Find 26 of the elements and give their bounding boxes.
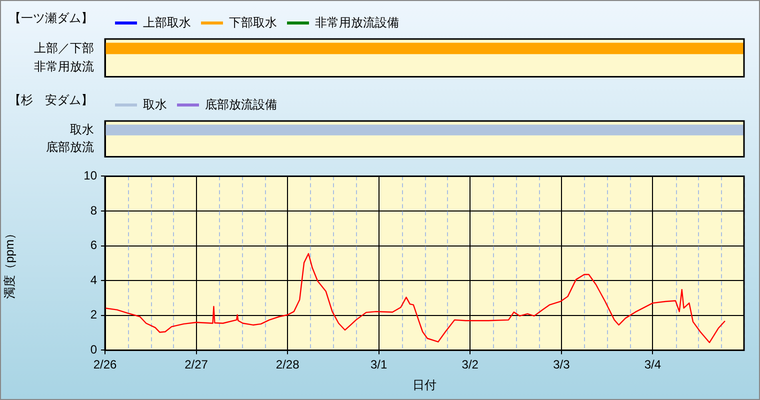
y-tick-label: 底部放流: [46, 140, 94, 154]
x-tick-label: 2/27: [184, 358, 208, 372]
chart-title: 【杉 安ダム】: [9, 92, 93, 109]
chart-title: 【一ツ瀬ダム】: [9, 10, 93, 27]
y-tick-label: 上部／下部: [34, 40, 94, 55]
y-tick-label: 6: [90, 238, 98, 252]
x-tick-label: 2/26: [93, 358, 117, 372]
y-tick-label: 10: [84, 168, 98, 183]
legend-label: 下部取水: [229, 15, 277, 30]
x-tick-label: 3/1: [370, 358, 388, 372]
y-tick-label: 8: [90, 203, 98, 218]
legend-label: 取水: [143, 97, 167, 112]
legend-label: 底部放流設備: [205, 97, 277, 112]
x-tick-label: 2/28: [276, 358, 300, 372]
y-tick-label: 非常用放流: [34, 60, 94, 74]
y-axis-title: 濁度（ppm）: [2, 228, 17, 299]
x-tick-label: 3/4: [644, 358, 662, 372]
y-tick-label: 取水: [70, 122, 94, 136]
legend-label: 非常用放流設備: [315, 15, 399, 30]
y-tick-label: 4: [90, 272, 98, 287]
y-tick-label: 0: [90, 342, 98, 357]
legend-label: 上部取水: [143, 15, 191, 30]
x-tick-label: 3/3: [553, 358, 570, 372]
y-tick-label: 2: [90, 308, 98, 322]
x-tick-label: 3/2: [462, 358, 479, 372]
x-axis-title: 日付: [412, 378, 436, 392]
